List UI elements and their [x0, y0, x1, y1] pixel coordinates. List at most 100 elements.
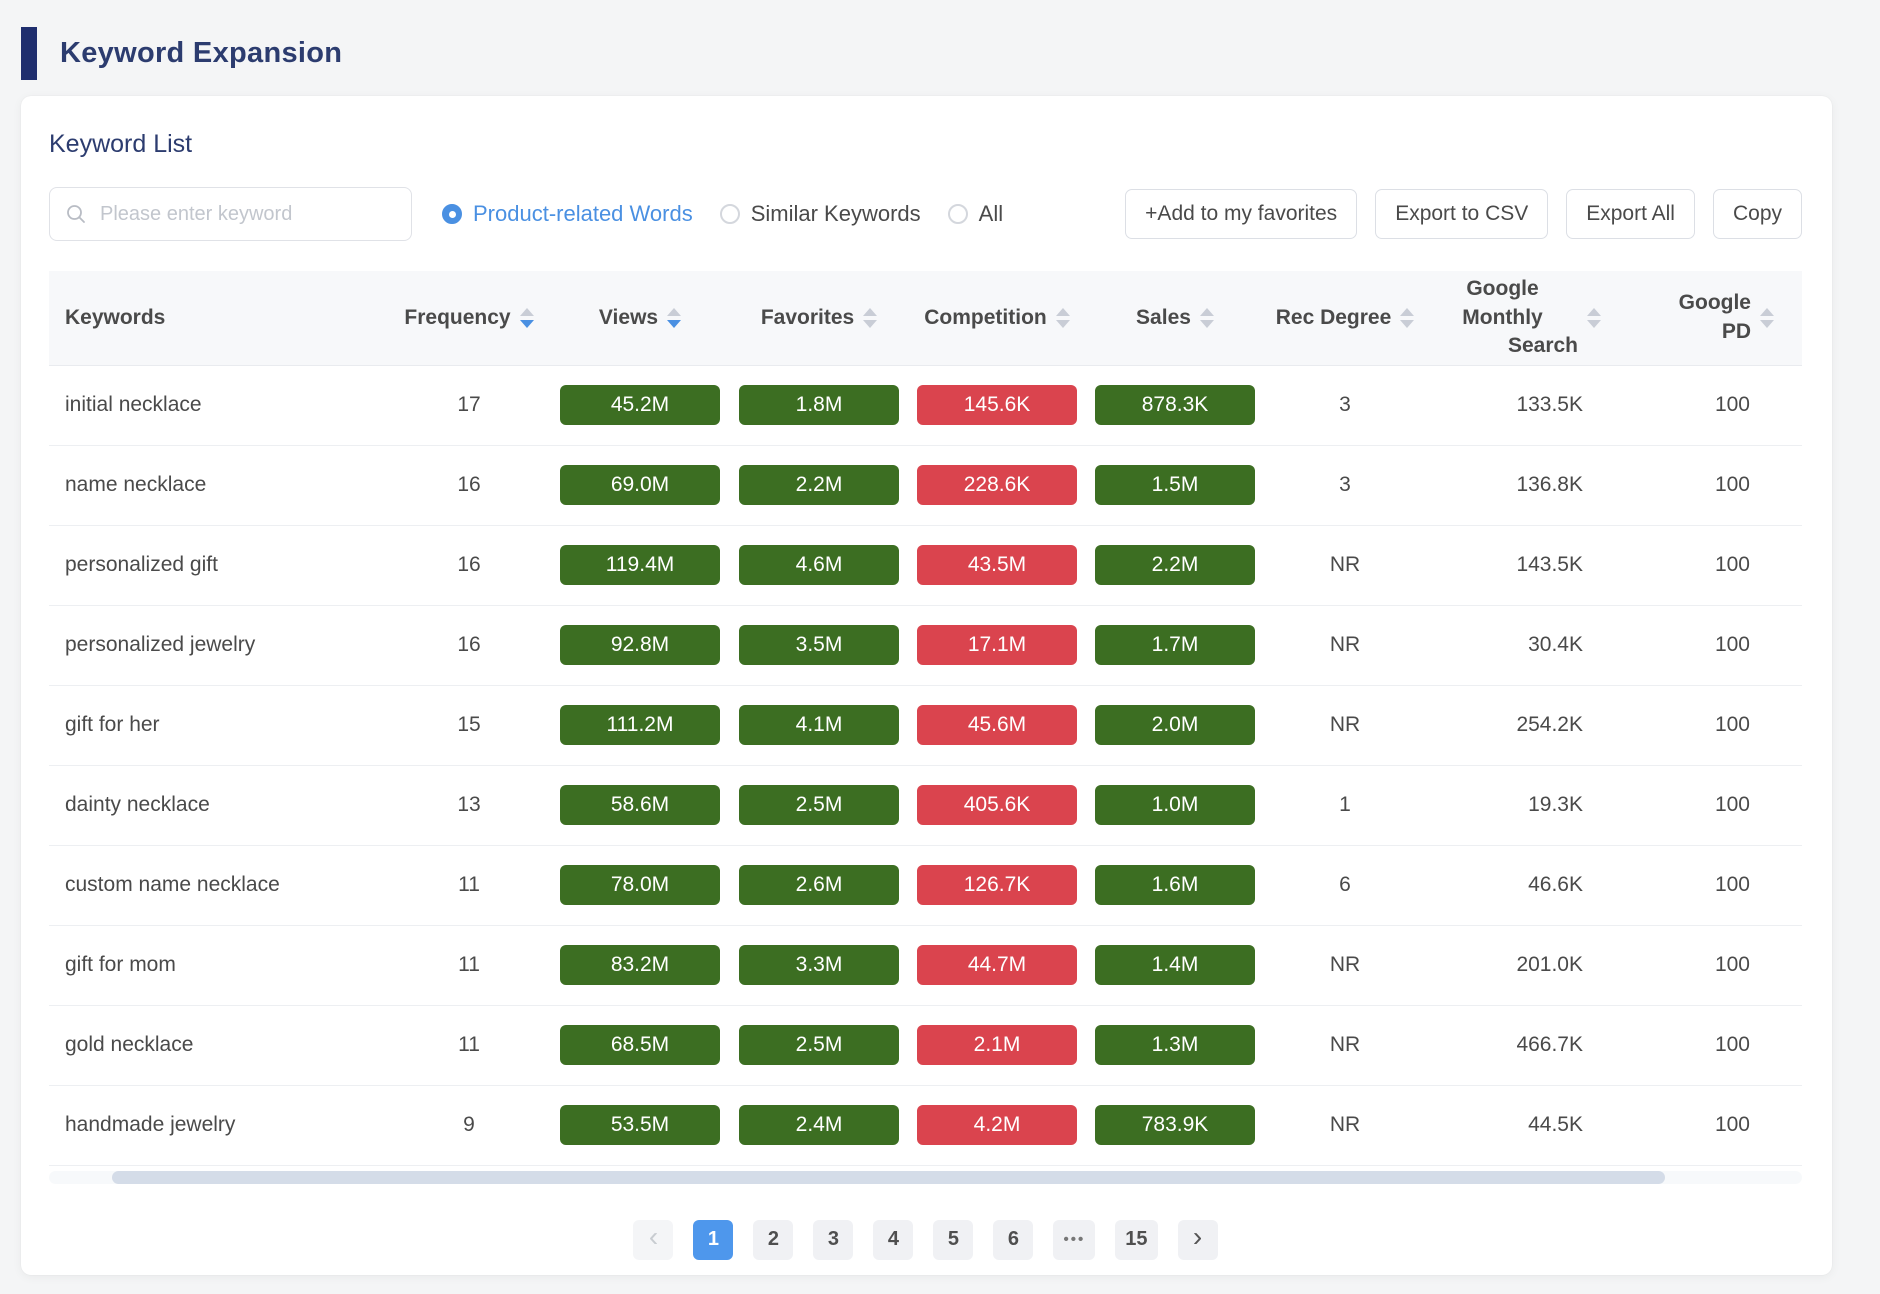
cell-favorites: 2.6M — [731, 845, 907, 926]
cell-keyword: dainty necklace — [49, 765, 389, 846]
column-label-line2: PD — [1721, 319, 1751, 343]
cell-keyword: personalized jewelry — [49, 605, 389, 686]
filter-option-all[interactable]: All — [947, 201, 1004, 227]
pagination-page-1[interactable]: 1 — [693, 1219, 734, 1260]
column-header-rec-degree[interactable]: Rec Degree — [1263, 271, 1427, 366]
views-badge: 92.8M — [560, 625, 720, 665]
table-row: custom name necklace 11 78.0M 2.6M 126.7K 1.6… — [49, 845, 1802, 926]
table-row: personalized jewelry 16 92.8M 3.5M 17.1M 1.7M… — [49, 605, 1802, 686]
cell-rec_degree: NR — [1263, 1085, 1427, 1166]
column-header-favorites[interactable]: Favorites — [731, 271, 907, 366]
cell-google_monthly_search: 254.2K — [1427, 685, 1609, 766]
cell-sales: 783.9K — [1087, 1085, 1263, 1166]
cell-favorites: 4.1M — [731, 685, 907, 766]
competition-badge: 145.6K — [917, 385, 1077, 425]
favorites-badge: 4.1M — [739, 705, 899, 745]
cell-rec_degree: NR — [1263, 1005, 1427, 1086]
title-accent-bar — [21, 27, 37, 80]
pagination-page-6[interactable]: 6 — [993, 1219, 1034, 1260]
cell-views: 78.0M — [549, 845, 731, 926]
cell-keyword: gift for mom — [49, 925, 389, 1006]
sales-badge: 1.4M — [1095, 945, 1255, 985]
table-row: gift for her 15 111.2M 4.1M 45.6M 2.0M NR 254.2… — [49, 685, 1802, 766]
sort-asc-icon — [519, 307, 534, 316]
cell-google_pd: 100 — [1609, 1085, 1802, 1166]
sort-asc-icon — [1199, 307, 1214, 316]
cell-competition: 228.6K — [907, 445, 1087, 526]
table-header: Keywords Frequency Views — [49, 271, 1802, 366]
cell-rec_degree: 3 — [1263, 365, 1427, 446]
cell-rec_degree: NR — [1263, 525, 1427, 606]
pagination-page-5[interactable]: 5 — [933, 1219, 974, 1260]
sort-icons — [1400, 307, 1415, 328]
sort-desc-icon — [1760, 319, 1774, 328]
column-header-frequency[interactable]: Frequency — [389, 271, 549, 366]
filter-option-similar-keywords[interactable]: Similar Keywords — [719, 201, 921, 227]
views-badge: 119.4M — [560, 545, 720, 585]
cell-competition: 17.1M — [907, 605, 1087, 686]
pagination-ellipsis[interactable]: ••• — [1053, 1219, 1096, 1260]
column-header-sales[interactable]: Sales — [1087, 271, 1263, 366]
radio-label: Similar Keywords — [750, 201, 921, 226]
sort-desc-icon — [667, 319, 682, 328]
export-to-csv-button[interactable]: Export to CSV — [1375, 189, 1549, 239]
pagination-page-2[interactable]: 2 — [753, 1219, 794, 1260]
pagination-next-button[interactable]: › — [1177, 1219, 1218, 1260]
copy-button[interactable]: Copy — [1712, 189, 1802, 239]
column-label: Views — [598, 305, 659, 329]
cell-views: 45.2M — [549, 365, 731, 446]
horizontal-scrollbar[interactable] — [49, 1170, 1802, 1184]
export-all-button[interactable]: Export All — [1566, 189, 1695, 239]
cell-keyword: personalized gift — [49, 525, 389, 606]
sort-icons — [863, 307, 878, 328]
toolbar: Product-related Words Similar Keywords All… — [49, 187, 1802, 241]
column-header-google-pd[interactable]: Google PD — [1609, 271, 1802, 366]
cell-favorites: 3.5M — [731, 605, 907, 686]
favorites-badge: 2.5M — [739, 785, 899, 825]
sort-icons — [1587, 307, 1601, 328]
competition-badge: 2.1M — [917, 1025, 1077, 1065]
card-title: Keyword List — [49, 130, 193, 158]
cell-sales: 2.2M — [1087, 525, 1263, 606]
cell-favorites: 2.5M — [731, 765, 907, 846]
sort-asc-icon — [1400, 307, 1415, 316]
sort-desc-icon — [1055, 319, 1070, 328]
cell-competition: 2.1M — [907, 1005, 1087, 1086]
favorites-badge: 3.3M — [739, 945, 899, 985]
cell-rec_degree: NR — [1263, 605, 1427, 686]
pagination-page-3[interactable]: 3 — [813, 1219, 854, 1260]
column-header-views[interactable]: Views — [549, 271, 731, 366]
column-label: Google — [1678, 291, 1751, 315]
filter-option-product-related-words[interactable]: Product-related Words — [442, 201, 693, 227]
column-header-google-monthly-search[interactable]: Google Monthly Search — [1427, 271, 1609, 366]
cell-rec_degree: NR — [1263, 685, 1427, 766]
pagination-page-15[interactable]: 15 — [1115, 1219, 1158, 1260]
competition-badge: 228.6K — [917, 465, 1077, 505]
cell-sales: 1.0M — [1087, 765, 1263, 846]
cell-google_pd: 100 — [1609, 525, 1802, 606]
table-row: gift for mom 11 83.2M 3.3M 44.7M 1.4M NR 201.0K… — [49, 925, 1802, 1006]
cell-google_monthly_search: 143.5K — [1427, 525, 1609, 606]
favorites-badge: 2.5M — [739, 1025, 899, 1065]
views-badge: 78.0M — [560, 865, 720, 905]
column-label: Keywords — [65, 305, 166, 329]
cell-google_pd: 100 — [1609, 1005, 1802, 1086]
sales-badge: 1.0M — [1095, 785, 1255, 825]
search-input[interactable] — [98, 201, 396, 227]
favorites-badge: 4.6M — [739, 545, 899, 585]
competition-badge: 405.6K — [917, 785, 1077, 825]
cell-google_pd: 100 — [1609, 605, 1802, 686]
views-badge: 58.6M — [560, 785, 720, 825]
cell-keyword: gift for her — [49, 685, 389, 766]
cell-views: 68.5M — [549, 1005, 731, 1086]
sort-icons — [519, 307, 534, 328]
radio-label: All — [978, 201, 1004, 226]
column-header-competition[interactable]: Competition — [907, 271, 1087, 366]
pagination-prev-button[interactable]: ‹ — [633, 1219, 674, 1260]
add-to-favorites-button[interactable]: +Add to my favorites — [1125, 189, 1358, 239]
cell-google_monthly_search: 133.5K — [1427, 365, 1609, 446]
scrollbar-thumb[interactable] — [112, 1170, 1666, 1184]
search-input-wrapper[interactable] — [49, 187, 412, 241]
pagination-page-4[interactable]: 4 — [873, 1219, 914, 1260]
cell-keyword: name necklace — [49, 445, 389, 526]
